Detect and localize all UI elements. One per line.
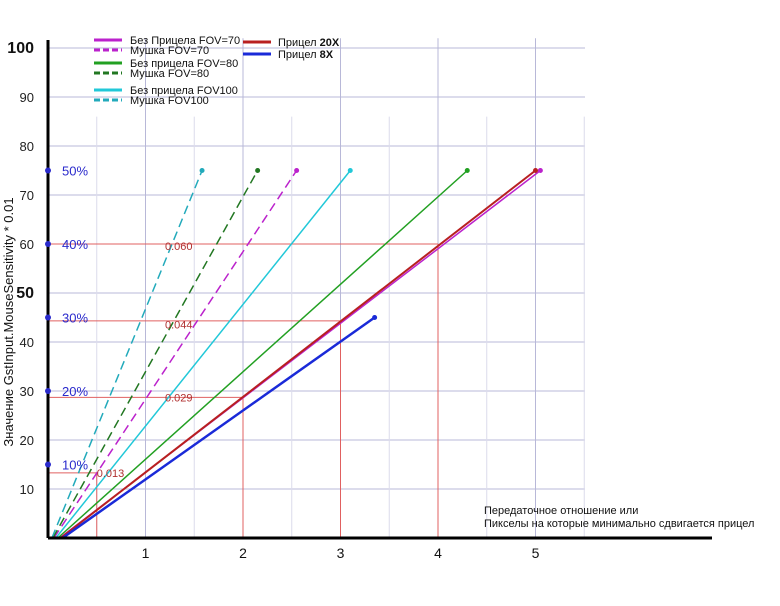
series-endpoint-4	[255, 168, 261, 173]
series-endpoint-5	[347, 168, 353, 173]
percent-label: 50%	[62, 164, 88, 179]
value-label: 0.060	[165, 241, 193, 253]
legend-label: Прицел 20X	[278, 37, 340, 49]
percent-marker	[45, 388, 51, 394]
x-tick-label: 5	[532, 545, 540, 561]
legend-label: Мушка FOV=70	[130, 45, 209, 57]
legend-label: Прицел 8X	[278, 49, 334, 61]
percent-label: 20%	[62, 384, 88, 399]
x-tick-label: 3	[337, 545, 345, 561]
series-line-3	[57, 169, 468, 539]
x-tick-label: 4	[434, 545, 442, 561]
percent-labels: 10% 20% 30% 40% 50%	[45, 164, 88, 473]
y-tick-label: 20	[20, 433, 34, 448]
percent-label: 40%	[62, 237, 88, 252]
y-tick-label: 30	[20, 384, 34, 399]
y-tick-label: 10	[20, 482, 34, 497]
value-label: 0.013	[97, 468, 125, 480]
x-axis-label-line-1: Передаточное отношение или	[484, 505, 638, 517]
series-endpoint-7	[533, 168, 538, 173]
series-line-8	[61, 316, 376, 540]
series-line-2	[53, 170, 298, 539]
value-label: 0.044	[165, 319, 193, 331]
y-tick-label: 40	[20, 335, 34, 350]
y-tick-label: 80	[20, 139, 34, 154]
percent-marker	[45, 167, 51, 174]
percent-label: 30%	[62, 311, 88, 326]
percent-marker	[45, 314, 51, 321]
y-axis-label: Значение GstInput.MouseSensitivity * 0.0…	[1, 197, 16, 446]
legend-label: Мушка FOV100	[130, 95, 209, 107]
legend-label: Без Прицела FOV=70	[130, 35, 240, 47]
series-endpoint-8	[372, 315, 378, 320]
series-endpoint-2	[294, 168, 300, 173]
y-tick-labels: 10 20 30 40 50 60 70 80 90 100	[7, 40, 34, 497]
series-line-4	[52, 170, 259, 539]
x-axis-label-line-2: Пикселы на которые минимально сдвигается…	[484, 518, 754, 530]
y-tick-label: 100	[7, 40, 34, 57]
series-lines	[51, 168, 543, 540]
percent-marker	[45, 461, 51, 468]
series-line-6	[51, 170, 203, 539]
y-tick-label: 60	[20, 237, 34, 252]
grid	[48, 38, 585, 538]
percent-label: 10%	[62, 458, 88, 473]
series-endpoint-1	[537, 168, 543, 173]
series-endpoint-6	[199, 168, 205, 173]
legend-label: Без прицела FOV=80	[130, 58, 238, 70]
legend-label: Без прицела FOV100	[130, 85, 238, 97]
series-endpoint-3	[464, 168, 470, 173]
x-tick-label: 1	[142, 545, 150, 561]
series-line-7	[60, 169, 537, 539]
y-tick-label: 90	[20, 90, 34, 105]
y-tick-label: 70	[20, 188, 34, 203]
legend-label: Мушка FOV=80	[130, 68, 209, 80]
x-tick-label: 2	[239, 545, 247, 561]
series-line-5	[55, 170, 351, 539]
value-labels: 0.013 0.029 0.044 0.060	[97, 241, 193, 480]
axes	[46, 40, 712, 540]
value-label: 0.029	[165, 392, 193, 404]
x-tick-labels: 1 2 3 4 5	[142, 545, 540, 561]
percent-marker	[45, 241, 51, 247]
y-tick-label: 50	[16, 285, 34, 302]
